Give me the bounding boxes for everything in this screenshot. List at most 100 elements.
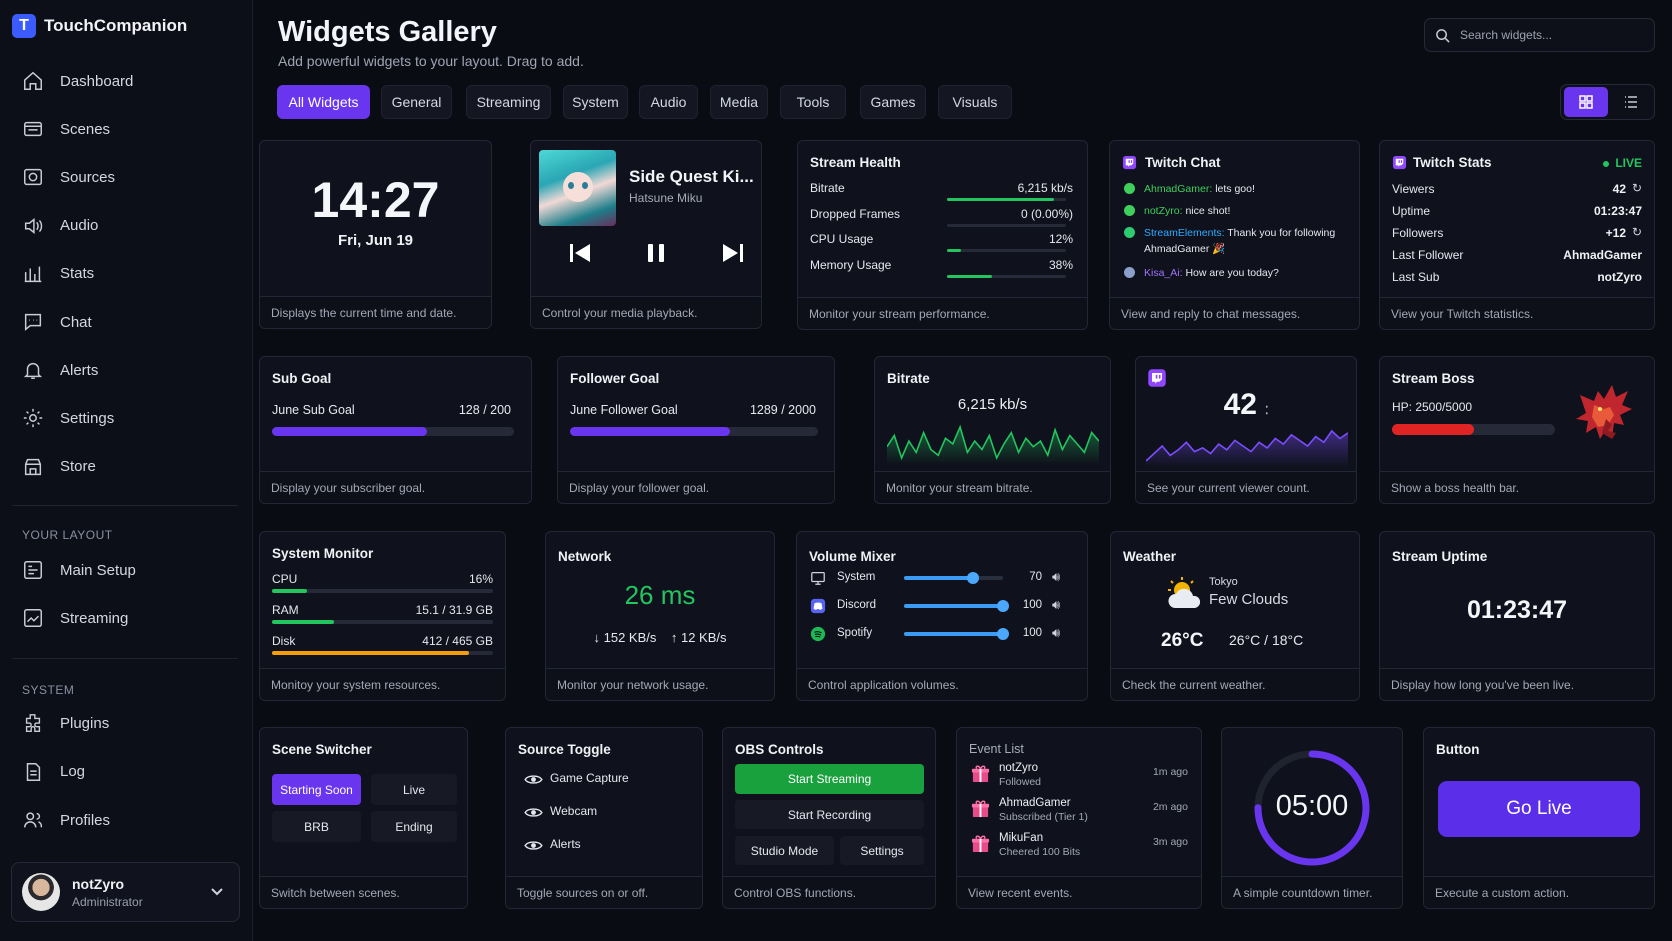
scene-switcher-widget[interactable]: Scene Switcher Starting Soon Live BRB Endin… (259, 727, 468, 909)
studio-mode-button[interactable]: Studio Mode (735, 836, 834, 865)
grid-view-button[interactable] (1564, 87, 1608, 117)
obs-settings-button[interactable]: Settings (840, 836, 924, 865)
tab-general[interactable]: General (381, 85, 452, 119)
sidebar-item-chat[interactable]: Chat (12, 302, 238, 342)
channel-name: System (837, 571, 876, 583)
start-streaming-button[interactable]: Start Streaming (735, 764, 924, 794)
volume-slider-thumb[interactable] (997, 600, 1009, 612)
sidebar-item-label: Scenes (60, 120, 111, 138)
twitch-chat-widget[interactable]: Twitch Chat AhmadGamer: lets goo! notZyro… (1109, 140, 1360, 330)
refresh-icon[interactable]: ↻ (1631, 181, 1642, 195)
chat-username: Kisa_Ai: (1144, 267, 1183, 279)
sidebar-item-alerts[interactable]: Alerts (12, 350, 238, 390)
volume-slider[interactable] (904, 628, 1009, 640)
tab-media[interactable]: Media (710, 85, 768, 119)
volume-slider[interactable] (904, 600, 1009, 612)
start-recording-button[interactable]: Start Recording (735, 800, 924, 829)
speaker-icon[interactable]: 🔊︎ (1052, 597, 1061, 612)
follower-goal-widget[interactable]: Follower Goal June Follower Goal 1289 / 2… (557, 356, 835, 504)
previous-track-icon[interactable] (568, 241, 592, 265)
pause-icon[interactable] (644, 241, 668, 265)
sidebar-item-settings[interactable]: Settings (12, 398, 238, 438)
discord-icon (810, 598, 826, 614)
sidebar-item-store[interactable]: Store (12, 447, 238, 487)
tab-audio[interactable]: Audio (639, 85, 698, 119)
goal-progress-fill (570, 427, 730, 436)
search-box[interactable] (1424, 18, 1655, 52)
refresh-icon[interactable]: ↻ (1631, 225, 1642, 239)
clock-widget[interactable]: 14:27 Fri, Jun 19 Displays the current t… (259, 140, 492, 329)
twitch-icon (1148, 369, 1166, 387)
tab-tools[interactable]: Tools (780, 85, 846, 119)
health-value: 12% (1048, 232, 1073, 246)
viewer-count-value: 42 (1223, 388, 1257, 421)
widget-description: Display how long you've been live. (1380, 668, 1654, 700)
eye-icon[interactable] (524, 773, 543, 786)
speaker-icon[interactable]: 🔊︎ (1052, 569, 1061, 584)
upload-arrow-icon: ↑ (670, 630, 678, 645)
chevron-down-icon[interactable] (209, 883, 225, 899)
sidebar-item-sources[interactable]: Sources (12, 157, 238, 197)
sidebar-item-main-setup[interactable]: Main Setup (12, 550, 238, 590)
scene-button-starting-soon[interactable]: Starting Soon (272, 774, 361, 805)
sidebar-item-audio[interactable]: Audio (12, 206, 238, 246)
widget-description: View and reply to chat messages. (1110, 297, 1359, 329)
source-toggle-widget[interactable]: Source Toggle Game Capture Webcam Alerts T… (505, 727, 703, 909)
stat-label: Viewers (1392, 182, 1435, 196)
weather-condition: Few Clouds (1209, 591, 1289, 608)
go-live-button[interactable]: Go Live (1438, 781, 1640, 837)
widget-description: Displays the current time and date. (260, 296, 491, 328)
tab-games[interactable]: Games (860, 85, 926, 119)
scene-button-brb[interactable]: BRB (272, 811, 361, 842)
widget-title: Stream Boss (1392, 371, 1475, 386)
countdown-widget[interactable]: 05:00 A simple countdown timer. (1221, 727, 1403, 909)
tab-streaming[interactable]: Streaming (466, 85, 551, 119)
sidebar-item-label: Streaming (60, 609, 129, 627)
sidebar-item-plugins[interactable]: Plugins (12, 703, 238, 743)
sidebar-item-log[interactable]: Log (12, 752, 238, 792)
stats-icon (24, 266, 42, 282)
volume-slider-thumb[interactable] (997, 628, 1009, 640)
media-widget[interactable]: Side Quest Ki... Hatsune Miku Control yo… (530, 140, 762, 329)
volume-slider[interactable] (904, 572, 1003, 584)
health-bar-fill (947, 198, 1055, 201)
sidebar-item-dashboard[interactable]: Dashboard (12, 61, 238, 101)
bitrate-widget[interactable]: Bitrate 6,215 kb/s Monitor your stream b… (874, 356, 1111, 504)
sub-goal-widget[interactable]: Sub Goal June Sub Goal 128 / 200 Display … (259, 356, 532, 504)
list-view-button[interactable] (1609, 87, 1653, 117)
tab-system[interactable]: System (563, 85, 628, 119)
volume-slider-thumb[interactable] (967, 572, 980, 584)
sidebar-item-streaming[interactable]: Streaming (12, 598, 238, 638)
sidebar-item-profiles[interactable]: Profiles (12, 800, 238, 840)
widget-description: Switch between scenes. (260, 876, 467, 908)
viewer-count-widget[interactable]: 42 ⁚ See your current viewer count. (1135, 356, 1357, 504)
custom-button-widget[interactable]: Button Go Live Execute a custom action. (1423, 727, 1655, 909)
brand[interactable]: T TouchCompanion (12, 14, 187, 38)
obs-controls-widget[interactable]: OBS Controls Start Streaming Start Recor… (722, 727, 936, 909)
bitrate-value: 6,215 kb/s (957, 396, 1028, 413)
scene-button-live[interactable]: Live (371, 774, 457, 805)
system-monitor-widget[interactable]: System Monitor CPU 16% RAM 15.1 / 31.9 GB Di… (259, 531, 506, 701)
event-list-widget[interactable]: Event List notZyro Followed 1m ago AhmadGam… (956, 727, 1202, 909)
stream-uptime-widget[interactable]: Stream Uptime 01:23:47 Display how long … (1379, 531, 1655, 701)
speaker-icon[interactable]: 🔊︎ (1052, 625, 1061, 640)
volume-mixer-widget[interactable]: Volume Mixer System 70 🔊︎ Discord 100 🔊︎ Spoti… (796, 531, 1088, 701)
tab-visuals[interactable]: Visuals (938, 85, 1012, 119)
widget-description: View recent events. (957, 876, 1201, 908)
live-label: LIVE (1615, 156, 1642, 170)
sidebar-item-scenes[interactable]: Scenes (12, 109, 238, 149)
user-profile-card[interactable]: notZyro Administrator (11, 862, 240, 922)
network-widget[interactable]: Network 26 ms ↓ 152 KB/s ↑ 12 KB/s Monit… (545, 531, 775, 701)
scene-button-ending[interactable]: Ending (371, 811, 457, 842)
tab-all-widgets[interactable]: All Widgets (277, 85, 370, 119)
health-bar (947, 274, 1066, 278)
search-input[interactable] (1460, 28, 1640, 42)
stream-health-widget[interactable]: Stream Health Bitrate 6,215 kb/s Dropped F… (797, 140, 1088, 330)
twitch-stats-widget[interactable]: Twitch Stats LIVE Viewers 42 ↻ Uptime 01:23:… (1379, 140, 1655, 330)
eye-icon[interactable] (524, 806, 543, 819)
eye-icon[interactable] (524, 839, 543, 852)
stream-boss-widget[interactable]: Stream Boss HP: 2500/5000 Show a boss he… (1379, 356, 1655, 504)
weather-widget[interactable]: Weather Tokyo Few Clouds 26°C 26°C / 18°… (1110, 531, 1360, 701)
sidebar-item-stats[interactable]: Stats (12, 254, 238, 294)
next-track-icon[interactable] (721, 241, 745, 265)
